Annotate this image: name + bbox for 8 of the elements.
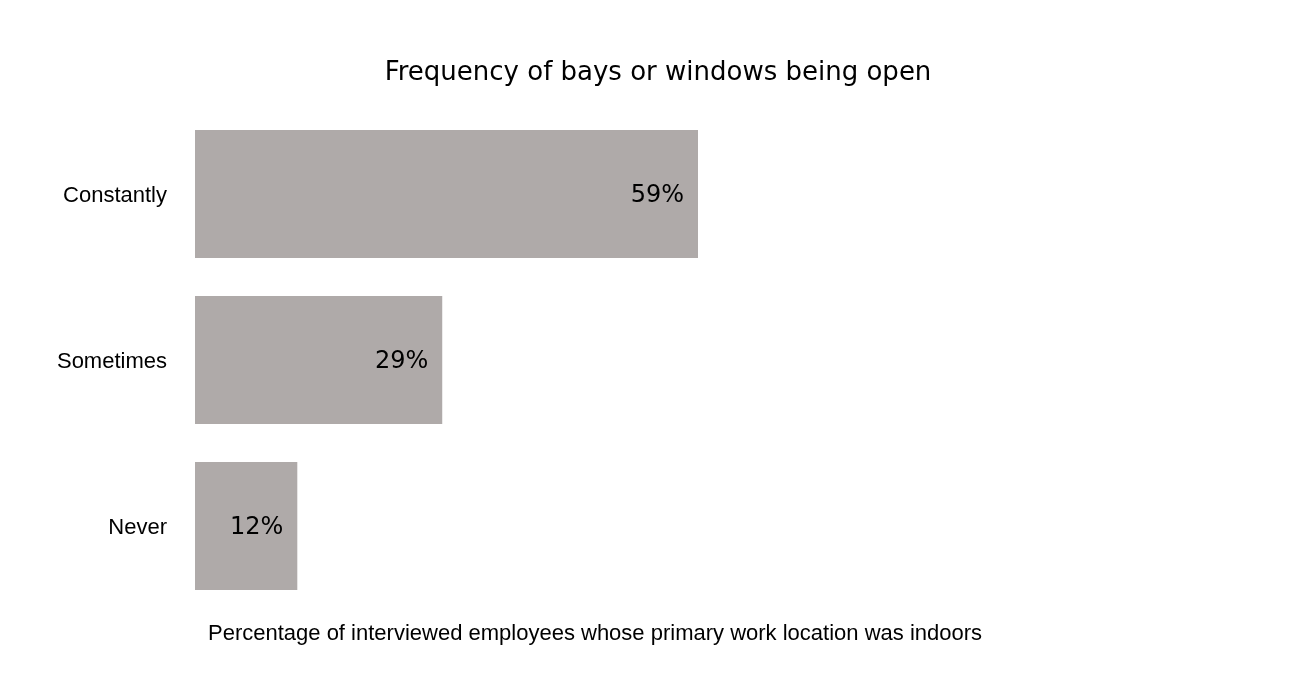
x-axis-title: Percentage of interviewed employees whose primary work location was indoors: [208, 619, 983, 645]
y-tick-label: Never: [108, 513, 167, 539]
y-tick-label: Constantly: [63, 181, 167, 207]
y-tick-label: Sometimes: [56, 347, 167, 373]
chart-title: Frequency of bays or windows being open: [384, 56, 932, 86]
data-label: 59%: [630, 180, 684, 208]
data-label: 29%: [374, 346, 429, 374]
data-label: 12%: [229, 512, 284, 540]
